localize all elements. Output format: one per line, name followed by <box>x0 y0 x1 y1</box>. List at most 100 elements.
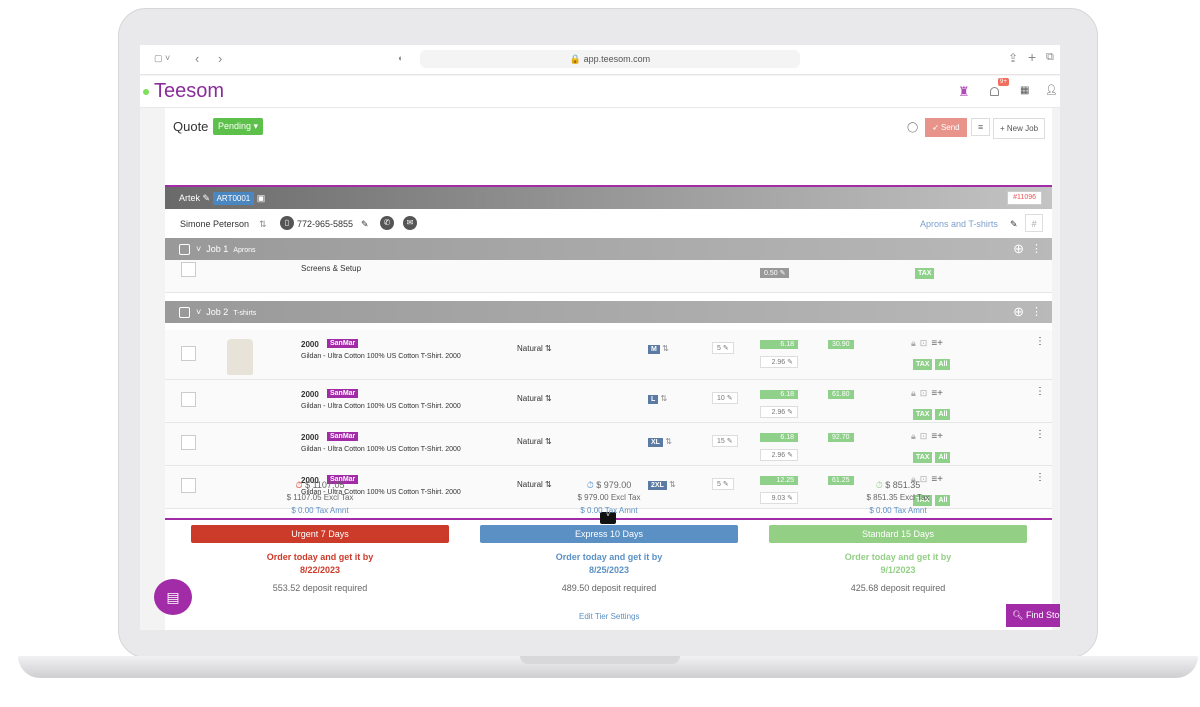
tax-tag[interactable]: TAX <box>913 495 933 506</box>
more-icon[interactable]: ⋮ <box>1031 306 1042 318</box>
price-field[interactable]: 6.18 <box>760 390 798 399</box>
forward-icon[interactable]: › <box>218 51 223 66</box>
order-number[interactable]: #11096 <box>1007 191 1042 205</box>
tower-icon[interactable]: ♜ <box>958 84 970 99</box>
all-tag[interactable]: All <box>935 495 951 506</box>
cost-field[interactable]: 9.03 ✎ <box>760 492 798 504</box>
send-button[interactable]: ➶ Send <box>925 118 967 137</box>
job-checkbox[interactable] <box>179 307 190 319</box>
color[interactable]: Natural ⇅ <box>517 480 552 489</box>
price-lock-icon[interactable]: ⊡ <box>919 474 928 484</box>
color[interactable]: Natural ⇅ <box>517 437 552 446</box>
more-icon[interactable]: ⋮ <box>1035 472 1045 483</box>
comment-icon[interactable]: ◯ <box>907 122 919 133</box>
phone[interactable]: 772-965-5855 <box>297 219 354 229</box>
price-field[interactable]: 6.18 <box>760 433 798 442</box>
new-job-button[interactable]: + New Job <box>993 118 1046 139</box>
qty-field[interactable]: 10 ✎ <box>712 392 738 404</box>
row-checkbox[interactable] <box>181 478 196 493</box>
row-checkbox[interactable] <box>181 346 196 361</box>
job-1-bar[interactable]: ˅ Job 1 Aprons ⊕ ⋮ <box>165 238 1052 260</box>
price-lock-icon[interactable]: ⊡ <box>919 431 928 441</box>
edit-project-icon[interactable]: ✎ <box>1010 219 1018 229</box>
hash-button[interactable]: # <box>1025 214 1043 232</box>
price-field[interactable]: 0.50 ✎ <box>760 268 790 278</box>
qty-field[interactable]: 15 ✎ <box>712 435 738 447</box>
cost-field[interactable]: 2.96 ✎ <box>760 449 798 461</box>
lock-icon[interactable]: 🔒︎ <box>911 431 916 441</box>
color[interactable]: Natural ⇅ <box>517 394 552 403</box>
add-icon[interactable]: ⊕ <box>1013 304 1024 319</box>
more-icon[interactable]: ⋮ <box>1031 243 1042 255</box>
find-stock-button[interactable]: 🔍︎ Find Stock <box>1006 604 1060 627</box>
edit-tier-settings-link[interactable]: Edit Tier Settings <box>579 612 640 621</box>
cost-field[interactable]: 2.96 ✎ <box>760 406 798 418</box>
tier-button[interactable]: Urgent 7 Days <box>191 525 449 543</box>
lock-icon[interactable]: 🔒︎ <box>911 474 916 484</box>
row-checkbox[interactable] <box>181 392 196 407</box>
back-icon[interactable]: ‹ <box>195 51 200 66</box>
all-tag[interactable]: All <box>935 359 951 370</box>
shield-icon[interactable]: ◐ <box>398 53 404 63</box>
art-code[interactable]: ART0001 <box>212 192 255 205</box>
edit-icon[interactable]: ✎ <box>202 193 211 203</box>
add-list-icon[interactable]: ≡+ <box>931 388 944 399</box>
swap-icon[interactable]: ⇅ <box>259 219 267 229</box>
bell-icon[interactable] <box>990 87 999 96</box>
lock-icon[interactable]: 🔒︎ <box>911 388 916 398</box>
size[interactable]: M ⇅ <box>648 344 669 354</box>
tax-tag[interactable]: TAX <box>915 268 935 279</box>
call-icon[interactable]: ✆ <box>380 216 394 230</box>
note-icon[interactable]: ▣ <box>256 193 266 203</box>
price-lock-icon[interactable]: ⊡ <box>919 388 928 398</box>
email-icon[interactable]: ✉ <box>403 216 417 230</box>
status-dropdown[interactable]: Pending ▾ <box>213 118 264 135</box>
more-icon[interactable]: ⋮ <box>1035 386 1045 397</box>
qty-field[interactable]: 5 ✎ <box>712 342 734 354</box>
row-checkbox[interactable] <box>181 435 196 450</box>
add-list-icon[interactable]: ≡+ <box>931 474 944 485</box>
sidebar-icon[interactable]: ▢ ˅ <box>154 53 171 63</box>
chat-button[interactable]: ▤ <box>154 579 192 615</box>
tabs-icon[interactable]: ⧉ <box>1046 51 1054 63</box>
product-description: Gildan - Ultra Cotton 100% US Cotton T-S… <box>301 403 461 410</box>
lock-icon[interactable]: 🔒︎ <box>911 338 916 348</box>
job-checkbox[interactable] <box>179 244 190 256</box>
price-field[interactable]: 12.25 <box>760 476 798 485</box>
add-list-icon[interactable]: ≡+ <box>931 431 944 442</box>
tax-tag[interactable]: TAX <box>913 409 933 420</box>
qty-field[interactable]: 5 ✎ <box>712 478 734 490</box>
line-total: 61.25 <box>828 476 854 485</box>
share-icon[interactable]: ⇪ <box>1008 51 1019 65</box>
grid-icon[interactable]: ▦ <box>1020 85 1030 96</box>
user-icon[interactable]: 👤︎ <box>1045 85 1058 96</box>
more-icon[interactable]: ⋮ <box>1035 336 1045 347</box>
cost-field[interactable]: 2.96 ✎ <box>760 356 798 368</box>
job-2-bar[interactable]: ˅ Job 2 T-shirts ⊕ ⋮ <box>165 301 1052 323</box>
project-name[interactable]: Aprons and T-shirts <box>920 219 998 229</box>
price-field[interactable]: 6.18 <box>760 340 798 349</box>
add-list-icon[interactable]: ≡+ <box>931 338 944 349</box>
tax-tag[interactable]: TAX <box>913 359 933 370</box>
price-lock-icon[interactable]: ⊡ <box>919 338 928 348</box>
new-tab-icon[interactable]: + <box>1028 49 1037 65</box>
row-checkbox[interactable] <box>181 262 196 277</box>
teesom-logo[interactable]: Teesom <box>154 80 225 102</box>
more-icon[interactable]: ⋮ <box>1035 429 1045 440</box>
size[interactable]: L ⇅ <box>648 394 667 404</box>
collapse-toggle[interactable]: ˅ <box>600 512 616 524</box>
size[interactable]: XL ⇅ <box>648 437 672 447</box>
all-tag[interactable]: All <box>935 452 951 463</box>
add-icon[interactable]: ⊕ <box>1013 241 1024 256</box>
tier-2: ⏱︎ $ 851.35 $ 851.35 Excl Tax $ 0.00 Tax… <box>769 480 1027 593</box>
color[interactable]: Natural ⇅ <box>517 344 552 353</box>
tier-button[interactable]: Standard 15 Days <box>769 525 1027 543</box>
url-bar[interactable]: 🔒 app.teesom.com <box>420 50 800 68</box>
contact-name[interactable]: Simone Peterson <box>180 219 250 229</box>
size[interactable]: 2XL ⇅ <box>648 480 676 490</box>
tier-button[interactable]: Express 10 Days <box>480 525 738 543</box>
all-tag[interactable]: All <box>935 409 951 420</box>
menu-button[interactable]: ≡ <box>971 118 991 136</box>
tax-tag[interactable]: TAX <box>913 452 933 463</box>
edit-phone-icon[interactable]: ✎ <box>361 219 369 229</box>
